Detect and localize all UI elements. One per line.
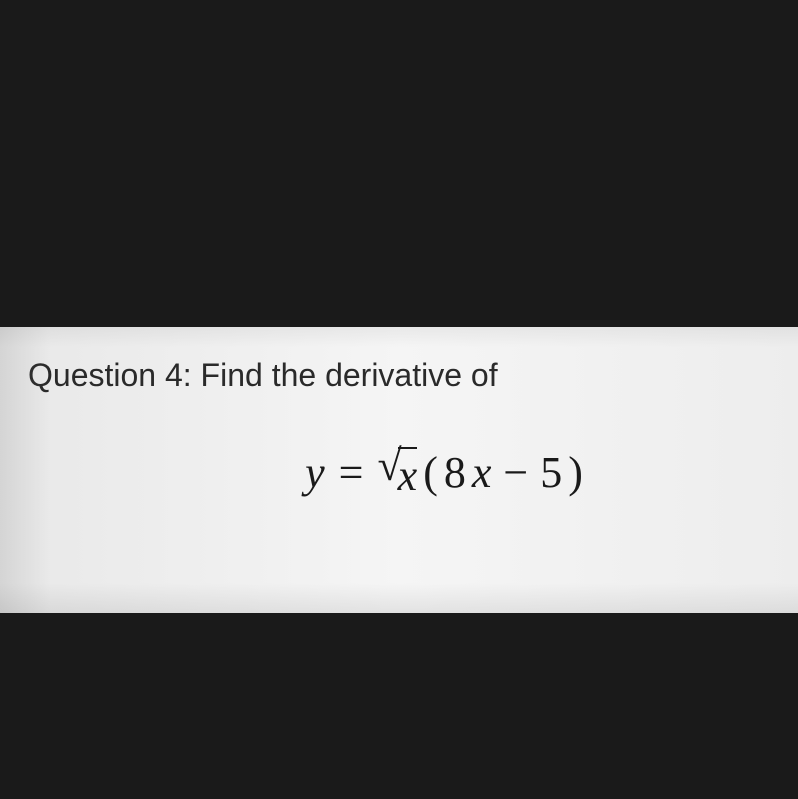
vignette-top — [0, 327, 798, 347]
open-paren: ( — [423, 447, 438, 498]
question-number: Question 4: — [28, 357, 192, 393]
equation-display: y = √ x ( 8 x − 5 ) — [28, 444, 770, 501]
variable-y: y — [305, 447, 325, 498]
vignette-left — [0, 327, 50, 613]
square-root: √ x — [378, 444, 418, 501]
question-prompt: Question 4: Find the derivative of — [28, 357, 770, 394]
close-paren: ) — [568, 447, 583, 498]
question-instruction: Find the derivative of — [201, 357, 498, 393]
coefficient-8: 8 — [444, 447, 466, 498]
constant-5: 5 — [540, 447, 562, 498]
variable-x-radicand: x — [398, 451, 418, 500]
equation-body: y = √ x ( 8 x − 5 ) — [305, 444, 583, 501]
equals-sign: = — [339, 447, 364, 498]
vignette-bottom — [0, 583, 798, 613]
minus-sign: − — [503, 447, 528, 498]
variable-x-term: x — [472, 447, 492, 498]
document-content-band: Question 4: Find the derivative of y = √… — [0, 327, 798, 613]
radicand: x — [398, 447, 418, 501]
